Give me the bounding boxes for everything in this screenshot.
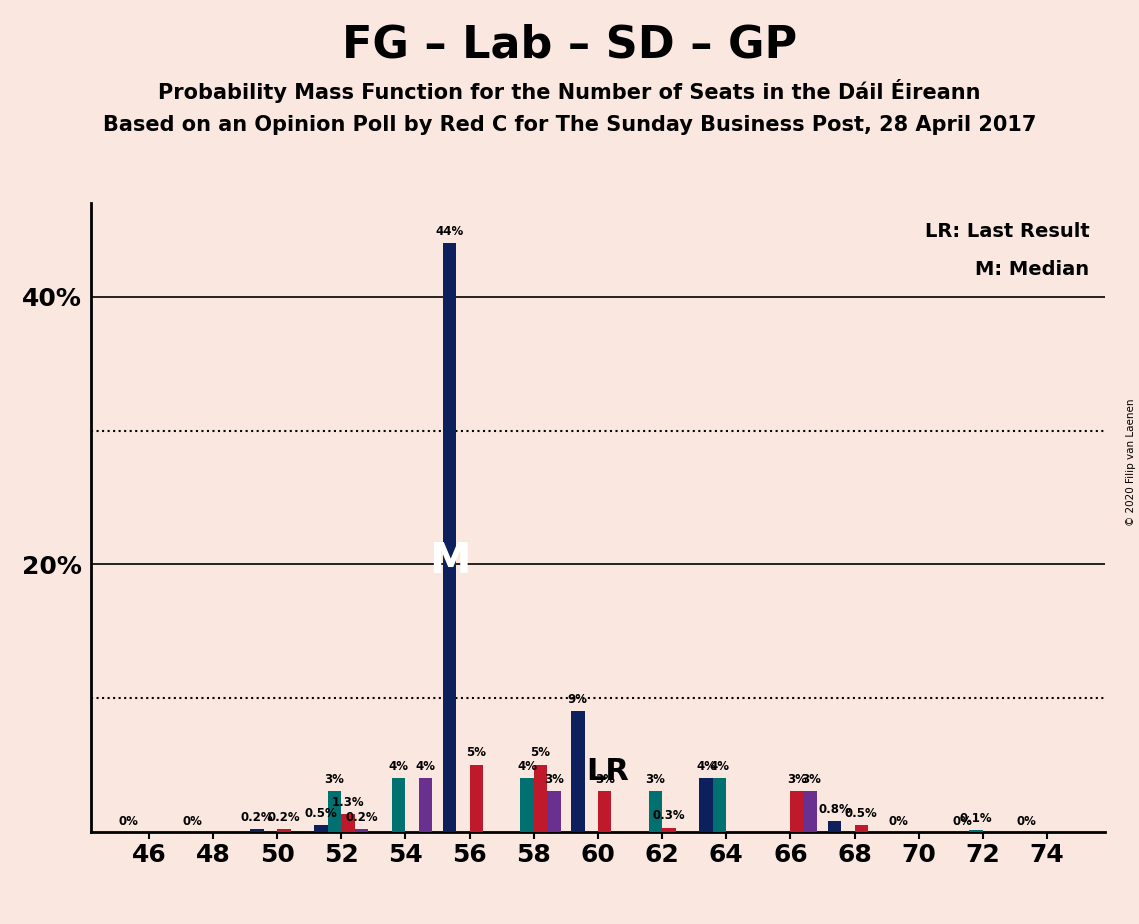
Text: 3%: 3%: [544, 773, 564, 786]
Text: 0%: 0%: [118, 815, 139, 828]
Bar: [828, 821, 841, 832]
Bar: [713, 778, 727, 832]
Text: 3%: 3%: [646, 773, 665, 786]
Bar: [469, 765, 483, 832]
Bar: [648, 792, 662, 832]
Text: M: Median: M: Median: [975, 260, 1090, 279]
Text: 3%: 3%: [325, 773, 344, 786]
Bar: [571, 711, 584, 832]
Bar: [804, 792, 818, 832]
Bar: [547, 792, 560, 832]
Text: 4%: 4%: [696, 760, 716, 772]
Text: 1.3%: 1.3%: [331, 796, 364, 808]
Text: Based on an Opinion Poll by Red C for The Sunday Business Post, 28 April 2017: Based on an Opinion Poll by Red C for Th…: [103, 115, 1036, 135]
Bar: [355, 829, 368, 832]
Text: 4%: 4%: [416, 760, 436, 772]
Text: 0.5%: 0.5%: [845, 807, 878, 820]
Text: 0.2%: 0.2%: [268, 810, 301, 823]
Text: FG – Lab – SD – GP: FG – Lab – SD – GP: [342, 23, 797, 67]
Text: 0.8%: 0.8%: [818, 803, 851, 816]
Bar: [790, 792, 804, 832]
Text: 4%: 4%: [388, 760, 409, 772]
Bar: [251, 829, 264, 832]
Text: 4%: 4%: [710, 760, 730, 772]
Text: 0%: 0%: [183, 815, 203, 828]
Bar: [277, 829, 290, 832]
Text: 9%: 9%: [567, 693, 588, 706]
Text: 0.2%: 0.2%: [240, 810, 273, 823]
Text: 44%: 44%: [435, 225, 464, 238]
Bar: [854, 825, 868, 832]
Text: 0%: 0%: [1017, 815, 1036, 828]
Text: 4%: 4%: [517, 760, 538, 772]
Text: 0.3%: 0.3%: [653, 809, 686, 822]
Text: LR: Last Result: LR: Last Result: [925, 222, 1090, 241]
Text: 3%: 3%: [801, 773, 820, 786]
Bar: [342, 814, 355, 832]
Text: Probability Mass Function for the Number of Seats in the Dáil Éireann: Probability Mass Function for the Number…: [158, 79, 981, 103]
Text: 0.2%: 0.2%: [345, 810, 378, 823]
Text: 5%: 5%: [466, 747, 486, 760]
Text: 3%: 3%: [595, 773, 615, 786]
Text: 5%: 5%: [531, 747, 550, 760]
Bar: [662, 828, 675, 832]
Bar: [392, 778, 405, 832]
Text: © 2020 Filip van Laenen: © 2020 Filip van Laenen: [1126, 398, 1136, 526]
Text: 0%: 0%: [953, 815, 973, 828]
Bar: [699, 778, 713, 832]
Text: 0.1%: 0.1%: [960, 812, 992, 825]
Bar: [598, 792, 612, 832]
Bar: [314, 825, 328, 832]
Bar: [969, 831, 983, 832]
Bar: [521, 778, 534, 832]
Bar: [534, 765, 547, 832]
Text: M: M: [428, 540, 470, 582]
Text: LR: LR: [587, 757, 629, 786]
Bar: [419, 778, 433, 832]
Bar: [443, 243, 457, 832]
Bar: [328, 792, 342, 832]
Text: 3%: 3%: [787, 773, 808, 786]
Text: 0.5%: 0.5%: [305, 807, 337, 820]
Text: 0%: 0%: [888, 815, 909, 828]
